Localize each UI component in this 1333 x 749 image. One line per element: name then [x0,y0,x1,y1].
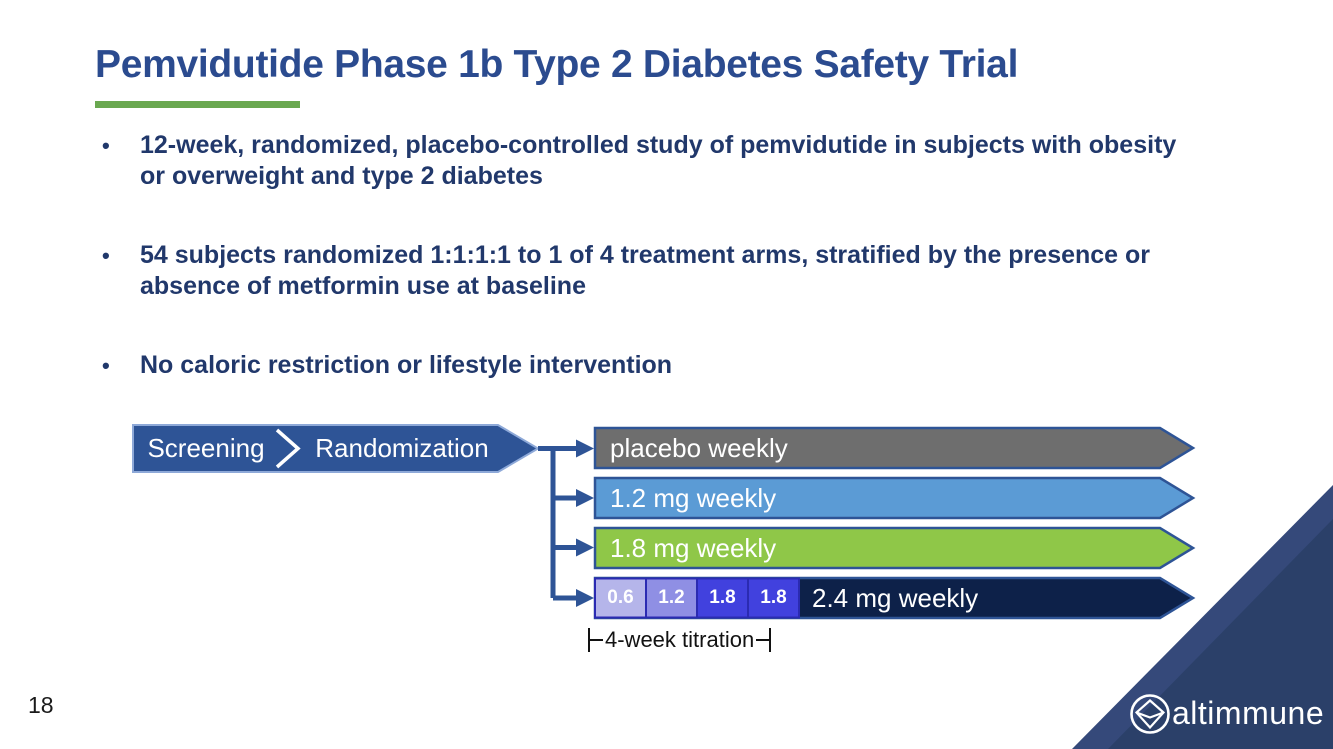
bullet-item: • No caloric restriction or lifestyle in… [97,350,1312,381]
arm-bar-1-8mg [593,526,1196,570]
page-title: Pemvidutide Phase 1b Type 2 Diabetes Saf… [95,43,1019,86]
bullet-text: 54 subjects randomized 1:1:1:1 to 1 of 4… [140,241,1151,300]
page-number: 18 [28,692,54,718]
titration-right-dash [756,639,770,641]
titration-left-dash [590,639,603,641]
title-underline [95,101,300,108]
bullet-item: • 12-week, randomized, placebo-controlle… [97,130,1312,192]
bullet-marker-icon: • [102,133,110,158]
bullet-item: • 54 subjects randomized 1:1:1:1 to 1 of… [97,240,1312,302]
bullet-text: No caloric restriction or lifestyle inte… [140,351,673,379]
chevron-separator-icon [275,428,301,469]
screening-randomization-chevron [132,424,540,473]
titration-label: 4-week titration [605,627,755,652]
altimmune-logo-text: altimmune [1172,695,1325,731]
connector-lines [538,446,578,601]
arm-bar-placebo [593,426,1196,470]
bullet-marker-icon: • [102,353,110,378]
connector-arrowheads [576,439,594,607]
bullet-marker-icon: • [102,243,110,268]
bullet-text: 12-week, randomized, placebo-controlled … [140,131,1177,190]
titration-left-tick [588,628,590,652]
titration-segments [594,577,800,619]
titration-span-annotation: 4-week titration [588,627,772,653]
arm-bar-1-2mg [593,476,1196,520]
titration-right-tick [769,628,772,652]
